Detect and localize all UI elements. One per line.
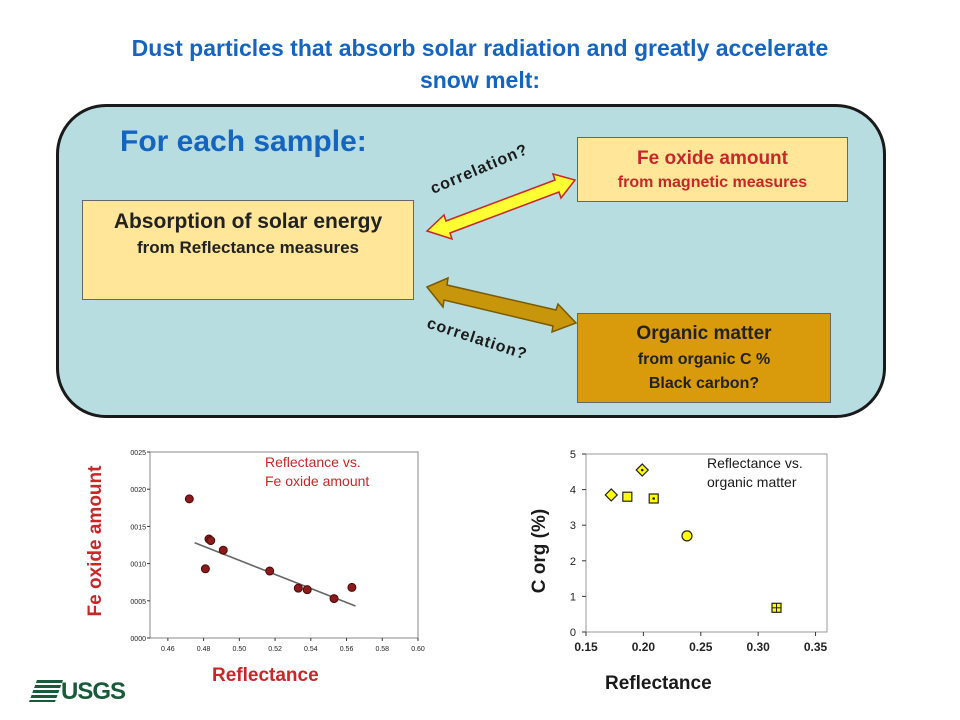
chart1-ylabel: Fe oxide amount — [85, 465, 106, 617]
chart2-point-diamond-dot — [635, 463, 650, 477]
organic-matter-subtitle-1: from organic C % — [637, 351, 771, 368]
chart2-point-circle — [681, 530, 693, 542]
absorption-title: Absorption of solar energy — [113, 210, 383, 233]
marker-dot — [652, 497, 656, 500]
organic-matter-scatter-chart: 0 1 2 3 4 5 0.15 0.20 0.25 0.30 0.35 — [570, 449, 828, 654]
fe-oxide-scatter-chart: 0.0000 0.0005 0.0010 0.0015 0.0020 0.0025 0.46… — [130, 450, 425, 653]
fe-oxide-subtitle: from magnetic measures — [617, 174, 808, 191]
organic-matter-title: Organic matter — [636, 323, 772, 344]
circle-marker — [681, 530, 693, 542]
chart2-annotation-line1: Reflectance vs. — [707, 455, 803, 471]
chart1-ytick-label: 0.0015 — [130, 524, 146, 531]
chart2-point-square-dot — [648, 493, 659, 504]
chart2-ytick-label: 1 — [570, 591, 576, 603]
chart1-point — [293, 583, 303, 593]
chart1-point — [302, 585, 312, 595]
square-marker — [622, 491, 633, 502]
chart1-xtick-label: 0.56 — [340, 646, 354, 653]
fe-oxide-title: Fe oxide amount — [637, 148, 788, 169]
chart2-ytick-label: 2 — [570, 556, 576, 568]
correlation-arrow-bottom — [425, 276, 578, 334]
organic-matter-box: Organic matter from organic C % Black ca… — [577, 313, 831, 403]
absorption-box: Absorption of solar energy from Reflecta… — [82, 200, 414, 300]
chart1-annotation-line1: Reflectance vs. — [265, 454, 361, 470]
chart2-xlabel: Reflectance — [605, 673, 712, 694]
chart1-xtick-label: 0.48 — [197, 646, 211, 653]
chart1-point — [218, 545, 228, 555]
chart1-point — [206, 536, 216, 546]
absorption-subtitle: from Reflectance measures — [136, 238, 360, 257]
chart2-annotation: Reflectance vs. organic matter — [707, 454, 803, 492]
organic-matter-subtitle-2: Black carbon? — [648, 375, 760, 392]
fe-oxide-box: Fe oxide amount from magnetic measures — [577, 137, 848, 202]
panel-heading: For each sample: — [120, 125, 367, 158]
chart1-ytick-label: 0.0010 — [130, 562, 146, 569]
chart1-point — [347, 582, 357, 592]
chart2-ylabel: C org (%) — [529, 508, 550, 594]
chart1-xtick-label: 0.46 — [161, 646, 175, 653]
chart1-point — [329, 594, 339, 604]
chart1-xtick-label: 0.60 — [411, 646, 425, 653]
chart1-ytick-label: 0.0005 — [130, 599, 146, 606]
slide-title: Dust particles that absorb solar radiati… — [131, 35, 829, 93]
chart2-ytick-label: 5 — [570, 449, 576, 461]
chart1-annotation: Reflectance vs. Fe oxide amount — [265, 453, 369, 491]
diamond-marker — [604, 488, 619, 502]
chart1-xtick-label: 0.50 — [233, 646, 247, 653]
chart1-point — [265, 566, 275, 576]
marker-dot — [640, 468, 644, 472]
chart2-ytick-label: 0 — [570, 627, 576, 639]
correlation-arrow-top — [425, 172, 577, 241]
chart2-xtick-label: 0.25 — [689, 640, 713, 654]
chart1-ytick-label: 0.0020 — [130, 487, 146, 494]
chart2-point-diamond — [604, 488, 619, 502]
chart1-xtick-label: 0.58 — [375, 646, 389, 653]
chart1-xlabel: Reflectance — [212, 665, 319, 686]
chart1-xtick-label: 0.52 — [268, 646, 282, 653]
chart1-xtick-label: 0.54 — [304, 646, 318, 653]
chart2-ytick-label: 4 — [570, 485, 576, 497]
chart2-xtick-label: 0.35 — [804, 640, 828, 654]
chart1-point — [200, 564, 210, 574]
chart1-ytick-label: 0.0000 — [130, 636, 146, 643]
chart2-xtick-label: 0.20 — [632, 640, 656, 654]
chart1-annotation-line2: Fe oxide amount — [265, 473, 370, 489]
chart1-point — [184, 494, 194, 504]
usgs-logo: USGS — [28, 678, 126, 706]
chart2-plot-area — [585, 453, 828, 633]
chart2-point-square — [622, 491, 633, 502]
chart2-ytick-label: 3 — [570, 520, 576, 532]
chart2-xtick-label: 0.30 — [746, 640, 770, 654]
chart2-point-square-plus — [771, 602, 782, 613]
chart2-annotation-line2: organic matter — [707, 474, 797, 490]
chart1-plot-area — [149, 451, 419, 639]
chart2-xtick-label: 0.15 — [574, 640, 598, 654]
chart1-ytick-label: 0.0025 — [130, 450, 146, 457]
